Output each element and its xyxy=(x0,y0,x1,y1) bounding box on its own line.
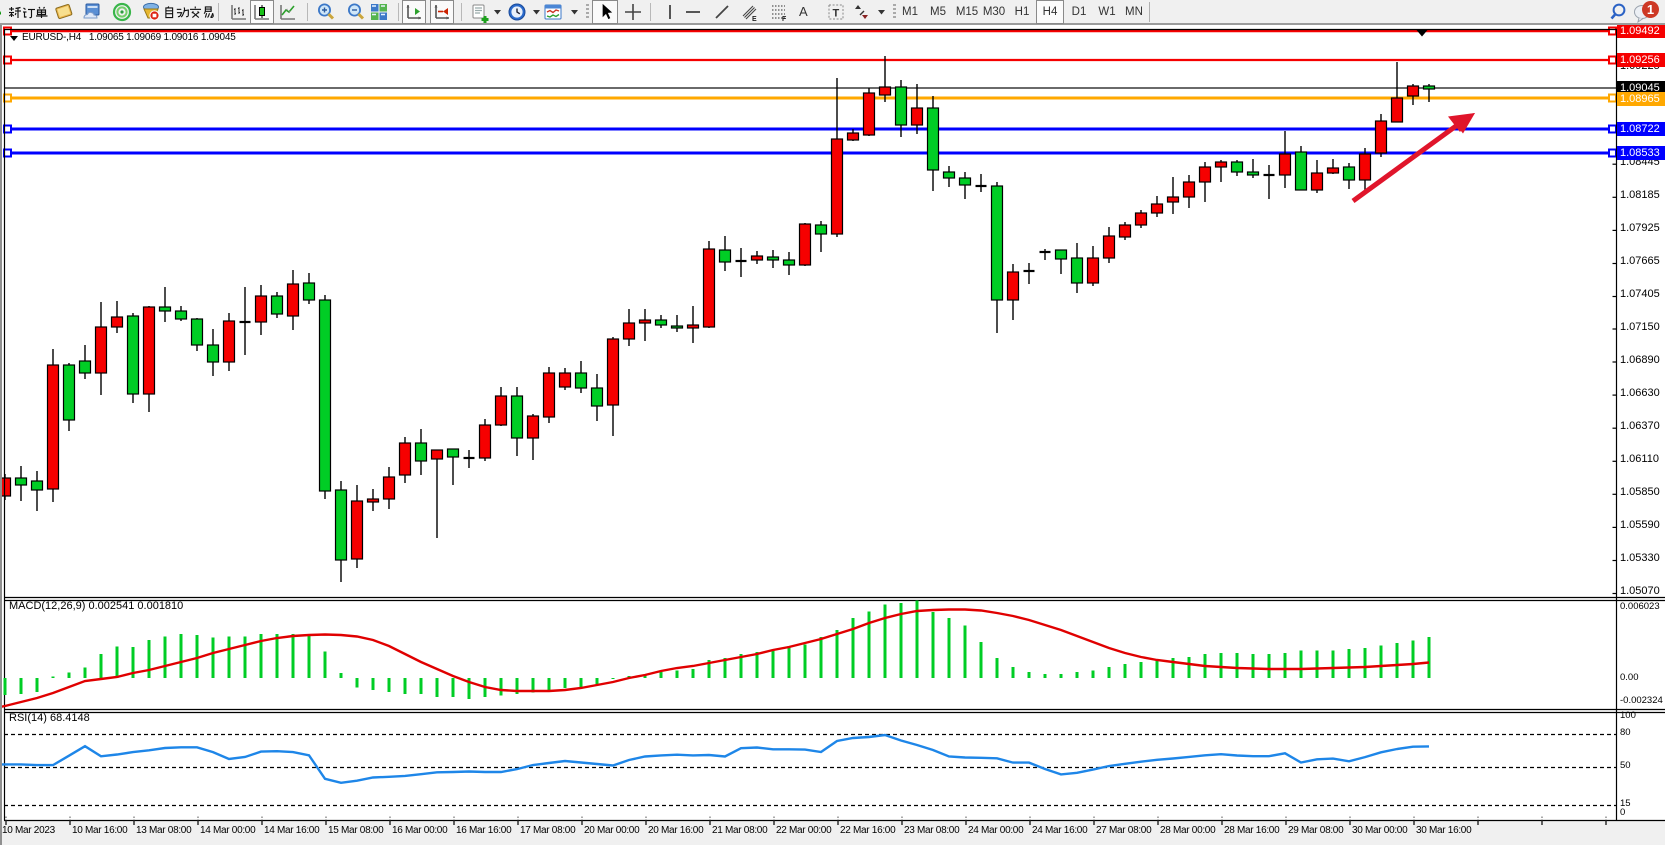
svg-text:E: E xyxy=(752,16,757,22)
svg-text:T: T xyxy=(833,8,840,20)
svg-text:F: F xyxy=(782,16,787,22)
